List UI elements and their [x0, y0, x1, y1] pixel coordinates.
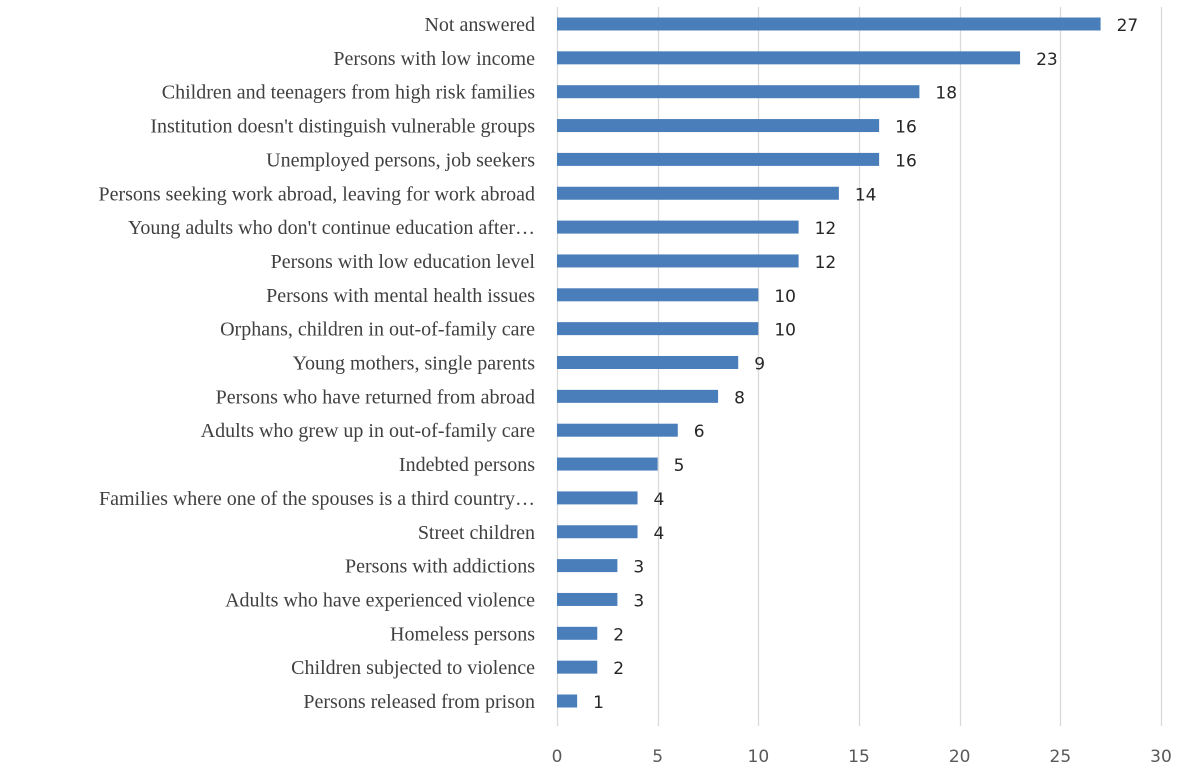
- data-label: 14: [855, 185, 877, 205]
- bar: [557, 186, 839, 200]
- category-label: Homeless persons: [390, 623, 535, 645]
- x-tick-label: 10: [748, 747, 770, 767]
- bar: [557, 254, 799, 268]
- category-label: Persons with mental health issues: [266, 285, 535, 307]
- bar: [557, 220, 799, 234]
- bar: [557, 660, 598, 674]
- data-label: 3: [633, 591, 644, 611]
- bar: [557, 322, 759, 336]
- category-label: Children and teenagers from high risk fa…: [162, 82, 535, 104]
- bar: [557, 423, 678, 437]
- data-label: 4: [654, 524, 665, 544]
- bar: [557, 288, 759, 302]
- data-label: 3: [633, 558, 644, 578]
- x-tick-label: 20: [949, 747, 971, 767]
- x-tick-label: 30: [1150, 747, 1172, 767]
- category-label: Institution doesn't distinguish vulnerab…: [150, 116, 535, 138]
- bar: [557, 17, 1101, 31]
- bar: [557, 119, 880, 133]
- category-label: Persons seeking work abroad, leaving for…: [98, 183, 535, 205]
- data-label: 6: [694, 422, 705, 442]
- data-label: 23: [1036, 50, 1058, 70]
- bar: [557, 592, 618, 606]
- category-label: Persons with low income: [333, 48, 535, 70]
- category-label: Families where one of the spouses is a t…: [99, 488, 535, 510]
- data-label: 16: [895, 118, 917, 138]
- bar: [557, 356, 739, 369]
- bar: [557, 491, 638, 505]
- data-label: 12: [815, 253, 837, 273]
- bar: [557, 389, 719, 403]
- bar: [557, 525, 638, 539]
- category-label: Young adults who don't continue educatio…: [128, 217, 535, 239]
- data-label: 1: [593, 693, 604, 713]
- bar: [557, 559, 618, 573]
- data-label: 9: [754, 355, 765, 375]
- category-label: Persons with addictions: [345, 556, 535, 578]
- bars: [557, 17, 1101, 708]
- category-label: Young mothers, single parents: [293, 353, 536, 375]
- x-tick-label: 0: [552, 747, 563, 767]
- category-label: Persons who have returned from abroad: [216, 386, 535, 408]
- data-label: 8: [734, 388, 745, 408]
- category-labels: Not answered Persons with low income Child…: [98, 14, 535, 713]
- data-label: 10: [774, 287, 796, 307]
- x-tick-label: 15: [848, 747, 870, 767]
- bar: [557, 457, 658, 471]
- data-label: 4: [654, 490, 665, 510]
- bar: [557, 694, 578, 708]
- category-label: Adults who have experienced violence: [225, 589, 535, 611]
- category-label: Unemployed persons, job seekers: [266, 149, 535, 171]
- data-label: 2: [613, 659, 624, 679]
- data-label: 12: [815, 219, 837, 239]
- category-label: Children subjected to violence: [291, 657, 535, 679]
- category-label: Persons with low education level: [271, 251, 536, 273]
- category-label: Street children: [418, 522, 535, 544]
- bar: [557, 152, 880, 166]
- x-axis-tick-labels: 0 5 10 15 20 25 30: [552, 747, 1172, 767]
- data-label: 16: [895, 151, 917, 171]
- category-label: Adults who grew up in out-of-family care: [201, 420, 535, 442]
- x-tick-label: 25: [1050, 747, 1072, 767]
- data-label: 5: [674, 456, 685, 476]
- bar: [557, 626, 598, 640]
- data-label: 2: [613, 625, 624, 645]
- data-label: 18: [935, 84, 957, 104]
- category-label: Orphans, children in out-of-family care: [220, 319, 535, 341]
- bar: [557, 85, 920, 99]
- data-label: 27: [1117, 16, 1139, 36]
- data-label: 10: [774, 321, 796, 341]
- category-label: Persons released from prison: [303, 691, 535, 713]
- category-label: Indebted persons: [399, 454, 535, 476]
- bar: [557, 51, 1021, 65]
- category-label: Not answered: [424, 14, 535, 36]
- x-tick-label: 5: [652, 747, 663, 767]
